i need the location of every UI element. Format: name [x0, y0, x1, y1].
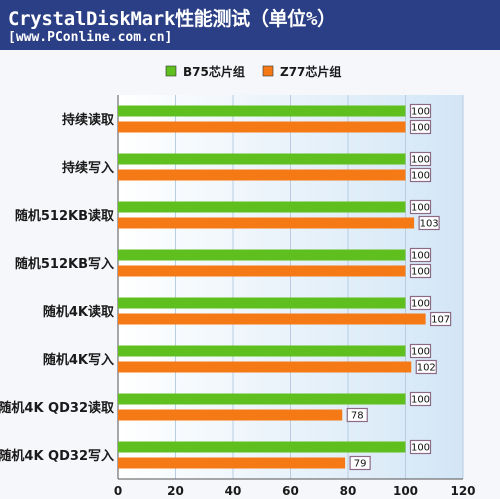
bar [118, 249, 406, 261]
data-label-box [409, 391, 432, 407]
bar [118, 297, 406, 309]
x-tick-label: 20 [167, 484, 184, 498]
bar [118, 441, 406, 453]
data-label-box [409, 167, 432, 183]
category-label: 随机4K读取 [43, 304, 115, 320]
data-label: 79 [354, 459, 367, 470]
x-tick-label: 0 [114, 484, 122, 498]
category-label: 随机512KB写入 [15, 256, 114, 272]
legend-label: Z77芯片组 [280, 64, 341, 79]
data-label: 107 [431, 315, 450, 326]
x-tick-label: 120 [450, 484, 475, 498]
data-label-box [409, 103, 432, 119]
data-label: 100 [411, 203, 430, 214]
data-label: 100 [411, 299, 430, 310]
data-label-box [409, 295, 432, 311]
data-label: 102 [417, 363, 436, 374]
category-label: 随机512KB读取 [15, 208, 115, 224]
data-label-box [409, 439, 432, 455]
legend-label: B75芯片组 [183, 64, 245, 79]
bar [118, 201, 406, 213]
data-label-box [409, 343, 432, 359]
bar [118, 169, 406, 181]
bar [118, 361, 412, 373]
data-label: 100 [411, 123, 430, 134]
data-label-box [409, 247, 432, 263]
bar [118, 217, 415, 229]
x-tick-label: 100 [393, 484, 418, 498]
data-label: 100 [411, 267, 430, 278]
data-label: 100 [411, 443, 430, 454]
data-label-box [349, 455, 371, 471]
legend-swatch [262, 65, 274, 77]
category-label: 持续读取 [62, 112, 115, 128]
data-label-box [418, 215, 440, 231]
data-label: 100 [411, 251, 430, 262]
legend-swatch [165, 65, 177, 77]
chart-title: CrystalDiskMark性能测试（单位%） [8, 8, 336, 30]
source-url: [www.PConline.com.cn] [8, 30, 173, 45]
bar [118, 265, 406, 277]
bar [118, 121, 406, 133]
x-tick-label: 80 [340, 484, 357, 498]
data-label-box [346, 407, 368, 423]
category-label: 随机4K QD32读取 [0, 400, 115, 416]
bar [118, 345, 406, 357]
bar [118, 393, 406, 405]
data-label: 78 [351, 411, 364, 422]
category-label: 随机4K写入 [43, 352, 114, 368]
chart-panel: 0 20 40 60 80 100 120 B75芯片组 Z77芯片组持续读取 100 100 持续写… [0, 50, 500, 499]
bar [118, 105, 406, 117]
data-label: 100 [411, 107, 430, 118]
data-label: 100 [411, 171, 430, 182]
bar [118, 313, 426, 325]
x-tick-label: 40 [225, 484, 242, 498]
data-label: 100 [411, 347, 430, 358]
category-label: 持续写入 [62, 160, 114, 176]
bar [118, 153, 406, 165]
data-label-box [430, 311, 452, 327]
data-label-box [415, 359, 437, 375]
category-label: 随机4K QD32写入 [0, 448, 114, 464]
data-label-box [409, 263, 432, 279]
data-label-box [409, 199, 432, 215]
data-label-box [409, 151, 432, 167]
data-label: 100 [411, 155, 430, 166]
bar [118, 409, 343, 421]
data-label-box [409, 119, 432, 135]
data-label: 103 [420, 219, 439, 230]
x-tick-label: 60 [282, 484, 299, 498]
bar [118, 457, 346, 469]
data-label: 100 [411, 395, 430, 406]
